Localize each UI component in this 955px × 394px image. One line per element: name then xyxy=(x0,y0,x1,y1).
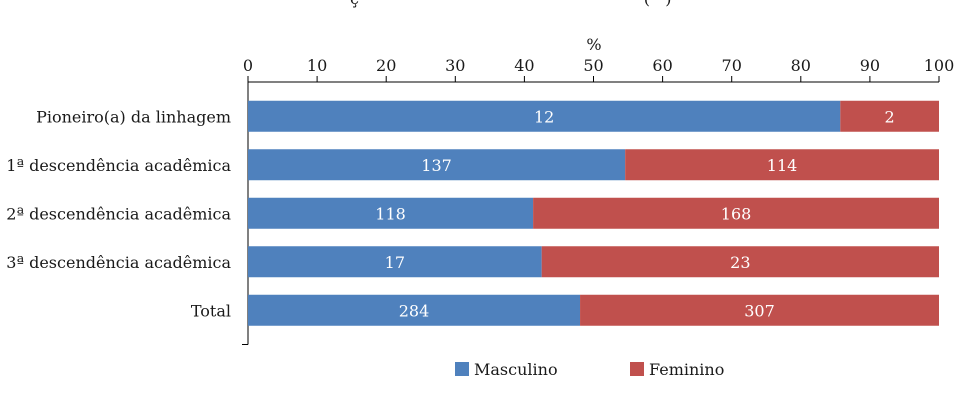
x-tick-label: 90 xyxy=(860,56,880,75)
bar-feminino xyxy=(840,100,939,132)
bar-value-label: 114 xyxy=(767,156,798,175)
x-axis-unit-label: % xyxy=(586,35,601,54)
category-label: Pioneiro(a) da linhagem xyxy=(36,107,231,126)
x-tick-label: 30 xyxy=(445,56,465,75)
bar-masculino xyxy=(248,294,581,326)
category-label: 2ª descendência acadêmica xyxy=(6,204,231,223)
x-tick-label: 60 xyxy=(652,56,672,75)
bar-value-label: 17 xyxy=(385,253,405,272)
bar-value-label: 284 xyxy=(399,301,430,320)
x-axis: 0 10 20 30 40 50 60 70 80 90 100 xyxy=(243,56,955,83)
category-label: 3ª descendência acadêmica xyxy=(6,253,231,272)
bar-feminino xyxy=(533,197,939,229)
chart-title-partial: ç ( ) xyxy=(350,0,672,8)
bar-masculino xyxy=(248,100,841,132)
x-tick-label: 80 xyxy=(791,56,811,75)
bar-value-label: 168 xyxy=(721,204,752,223)
bar-masculino xyxy=(248,149,626,181)
legend: Masculino Feminino xyxy=(455,360,724,379)
bar-feminino xyxy=(580,294,939,326)
x-tick-label: 50 xyxy=(583,56,603,75)
x-tick-label: 40 xyxy=(514,56,534,75)
bar-feminino xyxy=(541,246,939,278)
bar-value-label: 137 xyxy=(421,156,452,175)
bar-masculino xyxy=(248,246,542,278)
legend-swatch xyxy=(630,362,644,376)
x-tick-label: 20 xyxy=(376,56,396,75)
category-label: 1ª descendência acadêmica xyxy=(6,156,231,175)
bar-masculino xyxy=(248,197,534,229)
bars-group: Pioneiro(a) da linhagem 12 2 1ª descendênci… xyxy=(6,100,939,326)
x-tick-label: 70 xyxy=(722,56,742,75)
x-tick-label: 100 xyxy=(924,56,955,75)
bar-value-label: 12 xyxy=(534,107,554,126)
bar-value-label: 2 xyxy=(885,107,895,126)
bar-value-label: 23 xyxy=(730,253,750,272)
bar-value-label: 307 xyxy=(744,301,775,320)
y-axis xyxy=(242,82,249,345)
bar-feminino xyxy=(625,149,939,181)
x-tick-label: 0 xyxy=(243,56,253,75)
category-label: Total xyxy=(191,301,231,320)
x-tick-label: 10 xyxy=(307,56,327,75)
legend-label: Feminino xyxy=(649,360,724,379)
bar-value-label: 118 xyxy=(375,204,406,223)
legend-label: Masculino xyxy=(474,360,558,379)
legend-swatch xyxy=(455,362,469,376)
